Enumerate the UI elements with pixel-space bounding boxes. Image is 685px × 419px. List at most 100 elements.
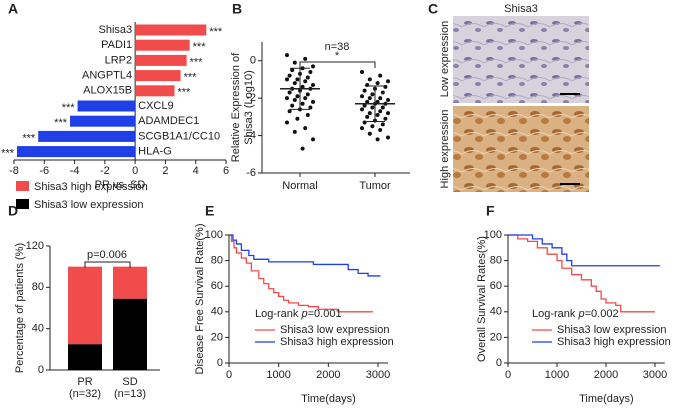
category-label: CXCL9 bbox=[138, 100, 173, 112]
y-tick-label: -6 bbox=[246, 167, 256, 179]
y-tick-label: -2 bbox=[246, 92, 256, 104]
y-tick-label: 0 bbox=[496, 357, 502, 369]
category-label: ANGPTL4 bbox=[82, 70, 132, 82]
dot bbox=[386, 98, 390, 103]
x-tick-label: 4 bbox=[193, 165, 199, 177]
dot bbox=[380, 90, 385, 95]
dot bbox=[303, 96, 308, 101]
x-axis-label: PR vs. SD bbox=[95, 179, 146, 191]
dot bbox=[292, 98, 297, 103]
significance: *** bbox=[62, 102, 76, 114]
dot bbox=[295, 94, 300, 99]
x-tick-label: -8 bbox=[9, 165, 19, 177]
y-tick-label: 40 bbox=[490, 306, 502, 318]
legend-label: Shisa3 low expression bbox=[557, 324, 666, 336]
dot bbox=[378, 109, 383, 114]
annotation-part: =0.002 bbox=[585, 308, 619, 320]
dot bbox=[303, 56, 308, 61]
dot bbox=[305, 75, 310, 80]
panel-label: C bbox=[428, 1, 438, 17]
survival-curve bbox=[229, 234, 374, 313]
x-tick-label: 0 bbox=[226, 369, 232, 381]
x-tick-label: 0 bbox=[132, 165, 138, 177]
dot bbox=[308, 69, 313, 74]
bar bbox=[77, 100, 136, 112]
y-tick-label: 40 bbox=[32, 323, 44, 335]
panel-label: E bbox=[205, 203, 214, 219]
significance: *** bbox=[184, 72, 198, 84]
y-tick-label: 20 bbox=[490, 331, 502, 343]
legend-label: Shisa3 low expression bbox=[280, 324, 389, 336]
bracket bbox=[299, 61, 376, 68]
category-note: (n=32) bbox=[69, 388, 101, 400]
dot bbox=[287, 73, 292, 78]
dot bbox=[367, 77, 372, 82]
dot bbox=[375, 112, 380, 117]
dot bbox=[290, 103, 295, 108]
dot bbox=[367, 96, 372, 101]
y-tick-label: 60 bbox=[490, 280, 502, 292]
dot bbox=[287, 109, 292, 114]
dot bbox=[285, 96, 289, 101]
bar-segment bbox=[68, 344, 102, 370]
y-tick-label: -4 bbox=[246, 129, 256, 141]
x-tick-label: 3000 bbox=[643, 369, 667, 381]
dot bbox=[362, 103, 367, 108]
ihc-image-low bbox=[453, 16, 589, 103]
x-tick-label: 1000 bbox=[545, 369, 569, 381]
dot bbox=[311, 64, 315, 69]
bar bbox=[135, 54, 187, 66]
dot bbox=[290, 68, 295, 73]
dot bbox=[367, 111, 372, 116]
dot bbox=[300, 146, 305, 151]
bar bbox=[17, 146, 136, 158]
y-tick-label: 0 bbox=[38, 364, 44, 376]
y-tick-label: 20 bbox=[211, 331, 223, 343]
x-tick-label: 0 bbox=[505, 369, 511, 381]
bar bbox=[135, 39, 190, 51]
category-label: LRP2 bbox=[105, 54, 133, 66]
annotation: Log-rank p=0.001 bbox=[255, 308, 342, 320]
survival-curve bbox=[508, 234, 655, 313]
dot bbox=[386, 79, 390, 84]
annotation-part: Log-rank bbox=[255, 308, 301, 320]
survival-curve bbox=[508, 234, 660, 267]
x-tick-label: 6 bbox=[223, 165, 229, 177]
annotation-part: p bbox=[577, 308, 584, 320]
dot bbox=[370, 124, 375, 129]
bar-segment bbox=[113, 298, 147, 370]
dot bbox=[378, 96, 383, 101]
error-bar bbox=[365, 85, 385, 123]
dot bbox=[362, 88, 367, 93]
x-tick-label: PR bbox=[77, 376, 92, 388]
dot bbox=[386, 111, 390, 116]
y-axis-label: Percentage of patients (%) bbox=[14, 243, 26, 373]
dot bbox=[383, 116, 388, 121]
category-label: ALOX15B bbox=[83, 85, 132, 97]
dot bbox=[305, 112, 310, 117]
y-tick-label: 80 bbox=[32, 281, 44, 293]
bar bbox=[70, 115, 136, 127]
dot bbox=[311, 99, 315, 104]
dot bbox=[365, 114, 370, 119]
legend-label: Shisa3 low expression bbox=[34, 199, 143, 211]
bar-segment bbox=[113, 266, 147, 299]
panel-label: D bbox=[8, 203, 18, 219]
y-tick-label: 60 bbox=[211, 280, 223, 292]
dot bbox=[303, 79, 308, 84]
dot bbox=[370, 92, 375, 97]
category-label: ADAMDEC1 bbox=[138, 115, 199, 127]
annotation: Log-rank p=0.002 bbox=[532, 308, 619, 320]
x-axis-label: Time(days) bbox=[579, 393, 634, 405]
category-label: HLA-G bbox=[138, 146, 172, 158]
dot bbox=[386, 135, 390, 140]
dot bbox=[295, 116, 300, 121]
bar bbox=[135, 24, 207, 36]
dot bbox=[375, 137, 380, 142]
image-title: Shisa3 bbox=[504, 3, 538, 15]
dot bbox=[378, 127, 383, 132]
dot bbox=[292, 60, 297, 65]
y-axis-label: Disease Free Survival Rate(%) bbox=[194, 224, 206, 375]
image-row-label: High expression bbox=[439, 110, 451, 189]
